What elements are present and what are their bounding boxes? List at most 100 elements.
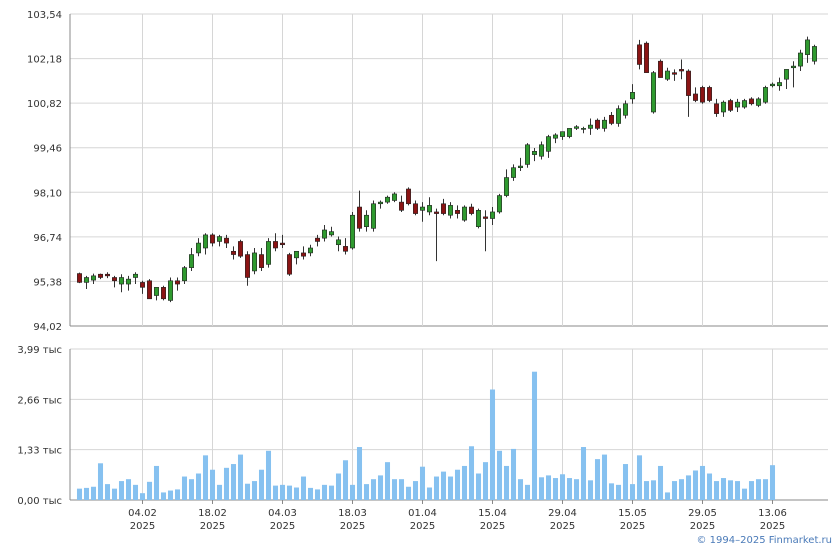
date-tick-label: 01.04 [408, 508, 437, 519]
candle [546, 134, 551, 158]
volume-bar [510, 448, 517, 500]
candle-body [560, 131, 565, 137]
candle [749, 97, 754, 106]
volume-bar [244, 483, 251, 500]
candle-body [434, 211, 439, 214]
candle-body [238, 241, 243, 257]
volume-bar [538, 477, 545, 500]
volume-bar [223, 467, 230, 500]
price-tick-label: 95,38 [33, 277, 62, 288]
candle [448, 202, 453, 219]
candle [805, 36, 810, 63]
volume-bar [90, 486, 97, 500]
candle [693, 87, 698, 103]
volume-bar [713, 481, 720, 500]
candle-body [553, 134, 558, 139]
candle [105, 272, 110, 279]
candle [427, 197, 432, 216]
date-tick-year: 2025 [550, 521, 575, 532]
candle-body [665, 70, 670, 80]
candle-body [532, 151, 537, 155]
candle-body [742, 100, 747, 108]
volume-bar [762, 479, 769, 500]
volume-bar [153, 465, 160, 500]
candle-body [175, 280, 180, 285]
candle [651, 71, 656, 114]
candle [329, 226, 334, 237]
candle [413, 200, 418, 216]
candle [476, 208, 481, 229]
candle-body [588, 124, 593, 129]
candle-body [539, 144, 544, 157]
volume-tick-label: 0,00 тыс [17, 496, 62, 507]
candle [294, 250, 299, 265]
volume-bar [475, 473, 482, 500]
candle [161, 285, 166, 301]
candle-body [168, 280, 173, 301]
candle-body [721, 101, 726, 113]
candle-body [707, 87, 712, 101]
candle-body [294, 250, 299, 259]
candle [84, 275, 89, 289]
volume-bar [440, 471, 447, 500]
candle-body [441, 203, 446, 214]
candle [441, 198, 446, 216]
candle [343, 238, 348, 255]
candle-body [392, 193, 397, 201]
date-tick-label: 18.02 [198, 508, 227, 519]
candle [672, 69, 677, 81]
candle-body [280, 242, 285, 246]
candle-body [378, 201, 383, 205]
candle-body [581, 128, 586, 130]
candle [238, 239, 243, 258]
candle [812, 44, 817, 65]
price-tick-label: 94,02 [33, 322, 62, 333]
candle-body [112, 277, 117, 282]
candle-body [182, 267, 187, 282]
candle [560, 131, 565, 140]
volume-bar [272, 485, 279, 500]
date-tick-label: 04.03 [268, 508, 297, 519]
candle [658, 59, 663, 78]
volume-bar [202, 455, 209, 500]
candle [525, 143, 530, 168]
candle [77, 272, 82, 284]
candle-body [371, 203, 376, 229]
volume-bar [692, 470, 699, 500]
volume-bar [104, 484, 111, 500]
candle [490, 207, 495, 226]
candle [784, 69, 789, 90]
volume-bar [601, 454, 608, 500]
candle-body [126, 278, 131, 285]
candle-body [322, 229, 327, 239]
candle-body [546, 136, 551, 152]
candle [679, 59, 684, 80]
candle [399, 195, 404, 212]
volume-bar [699, 465, 706, 500]
volume-bar [755, 479, 762, 500]
price-tick-label: 102,18 [27, 55, 62, 66]
candle [189, 248, 194, 271]
candle [763, 85, 768, 104]
candle-body [231, 250, 236, 255]
candle [483, 210, 488, 252]
candle [203, 233, 208, 255]
price-axis-ticks: 103,54 102,18 100,82 99,46 98,10 96,74 95,38 94… [27, 10, 62, 333]
candle-body [140, 282, 145, 288]
candle [336, 236, 341, 252]
candle [735, 98, 740, 112]
candle-body [259, 254, 264, 268]
candle [707, 85, 712, 103]
candle-body [616, 108, 621, 124]
price-tick-label: 99,46 [33, 144, 62, 155]
volume-bar [342, 460, 349, 500]
volume-bar [307, 487, 314, 500]
candle [644, 41, 649, 73]
volume-bar [139, 493, 146, 500]
candle-body [798, 52, 803, 67]
volume-bar [524, 484, 531, 500]
volume-bar [195, 473, 202, 500]
candle [791, 61, 796, 88]
volume-bar [377, 475, 384, 500]
candle-body [98, 273, 103, 278]
